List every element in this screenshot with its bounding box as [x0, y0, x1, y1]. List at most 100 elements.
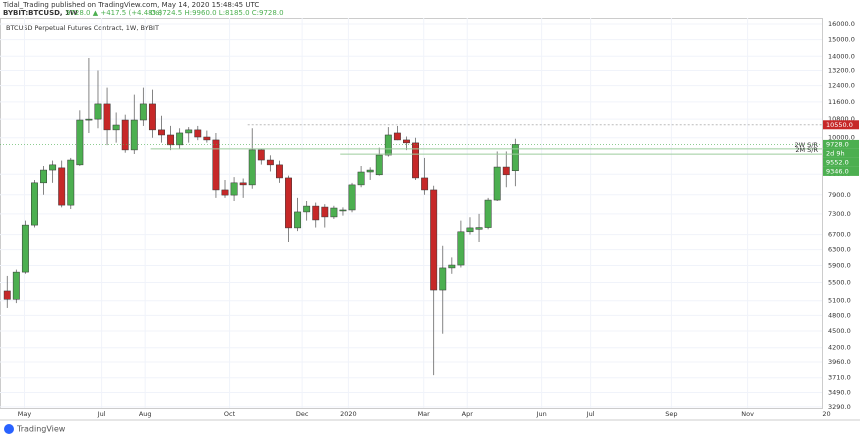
price-tag	[823, 166, 859, 176]
candle-body	[412, 142, 419, 179]
candle-body	[448, 264, 456, 269]
candle-body	[457, 231, 465, 266]
candle-body	[58, 167, 66, 206]
candle-body	[421, 177, 429, 191]
candle-body	[248, 149, 256, 186]
x-tick-label: Dec	[296, 410, 309, 418]
candle-body	[511, 144, 519, 172]
y-tick-label: 7900.0	[828, 191, 851, 199]
y-tick-label: 4500.0	[828, 327, 851, 335]
candle-body	[40, 169, 47, 184]
candle-body	[194, 129, 202, 138]
candle-body	[475, 227, 483, 230]
candle-body	[375, 154, 383, 176]
candle-body	[393, 132, 401, 141]
y-tick-label: 5500.0	[828, 278, 851, 286]
x-tick-label: Oct	[224, 410, 236, 418]
candle-body	[76, 119, 84, 166]
candle-body	[112, 124, 120, 131]
candle-body	[221, 189, 229, 196]
price-tag	[823, 148, 859, 158]
candle-body	[3, 290, 11, 300]
candle-body	[348, 184, 356, 211]
candle-body	[257, 149, 265, 161]
candle-body	[158, 129, 165, 136]
y-tick-label: 3960.0	[828, 358, 851, 366]
y-tick-label: 6300.0	[828, 246, 851, 254]
x-tick-label: Mar	[418, 410, 431, 418]
candle-body	[49, 164, 57, 171]
chart-title: BTCUSD Perpetual Futures Contract, 1W, B…	[6, 24, 159, 32]
price-tag	[823, 139, 859, 149]
candle-body	[21, 224, 29, 273]
publisher: Tidal_Trading published on TradingView.c…	[2, 1, 259, 9]
y-tick-label: 5900.0	[828, 261, 851, 269]
x-tick-label: Jul	[97, 410, 106, 418]
y-tick-label: 10000.0	[828, 134, 855, 142]
x-tick-label: Jul	[586, 410, 595, 418]
candle-body	[357, 171, 365, 186]
brand: TradingView	[16, 425, 66, 434]
candle-body	[330, 207, 338, 218]
y-tick-label: 7300.0	[828, 210, 851, 218]
y-tick-label: 10800.0	[828, 115, 855, 123]
candle-body	[430, 189, 438, 291]
candle-body	[121, 119, 129, 151]
y-tick-label: 3290.0	[828, 403, 851, 411]
candle-body	[94, 103, 102, 120]
y-tick-label: 15000.0	[828, 36, 855, 44]
y-tick-label: 11600.0	[828, 98, 855, 106]
candle-body	[484, 199, 492, 228]
candle-body	[203, 136, 211, 141]
candle-body	[239, 182, 247, 186]
x-tick-label: Aug	[139, 410, 152, 418]
x-tick-label: 20	[822, 410, 830, 418]
price-tag-label: 9728.0	[826, 140, 849, 148]
candle-body	[266, 159, 274, 166]
logo: TradingView	[4, 424, 66, 434]
candle-body	[85, 118, 93, 121]
candle-body	[275, 164, 283, 179]
candle-body	[103, 103, 111, 131]
x-tick-label: Jun	[536, 410, 547, 418]
candle-body	[167, 134, 175, 146]
y-tick-label: 4200.0	[828, 344, 851, 352]
y-tick-label: 16000.0	[828, 20, 855, 28]
price-tag-label: 2d 9h	[826, 149, 845, 157]
candle-body	[148, 103, 156, 131]
candle-body	[312, 205, 320, 221]
x-tick-label: Apr	[462, 410, 474, 418]
candle-body	[366, 169, 374, 173]
candle-body	[493, 166, 501, 201]
change: 9728.0 ▲ +417.5 (+4.48%)	[66, 9, 162, 17]
candle-body	[139, 103, 147, 121]
candle-body	[502, 166, 510, 176]
y-tick-label: 4800.0	[828, 311, 851, 319]
candle-body	[285, 177, 292, 229]
price-tag	[823, 157, 859, 167]
y-tick-label: 13200.0	[828, 67, 855, 75]
x-tick-label: Sep	[665, 410, 677, 418]
level-name: 2M S/R	[795, 146, 818, 154]
candle-body	[67, 159, 75, 206]
candle-body	[384, 134, 392, 156]
candle-body	[439, 267, 447, 291]
y-tick-label: 6700.0	[828, 231, 851, 239]
candle-body	[130, 119, 138, 151]
candle-body	[294, 211, 302, 229]
y-tick-label: 5100.0	[828, 297, 851, 305]
ohlc: O:8724.5 H:9960.0 L:8185.0 C:9728.0	[150, 9, 284, 17]
y-tick-label: 12400.0	[828, 82, 855, 90]
level-name: 2W S/R	[795, 141, 819, 149]
candle-body	[212, 139, 220, 191]
candle-body	[31, 182, 38, 226]
candle-body	[176, 132, 184, 146]
price-tag-label: 9346.0	[826, 167, 849, 175]
price-tag	[823, 120, 859, 130]
candle-body	[185, 129, 193, 134]
x-tick-label: 2020	[340, 410, 357, 418]
y-tick-label: 3710.0	[828, 374, 851, 382]
candle-body	[303, 205, 311, 213]
